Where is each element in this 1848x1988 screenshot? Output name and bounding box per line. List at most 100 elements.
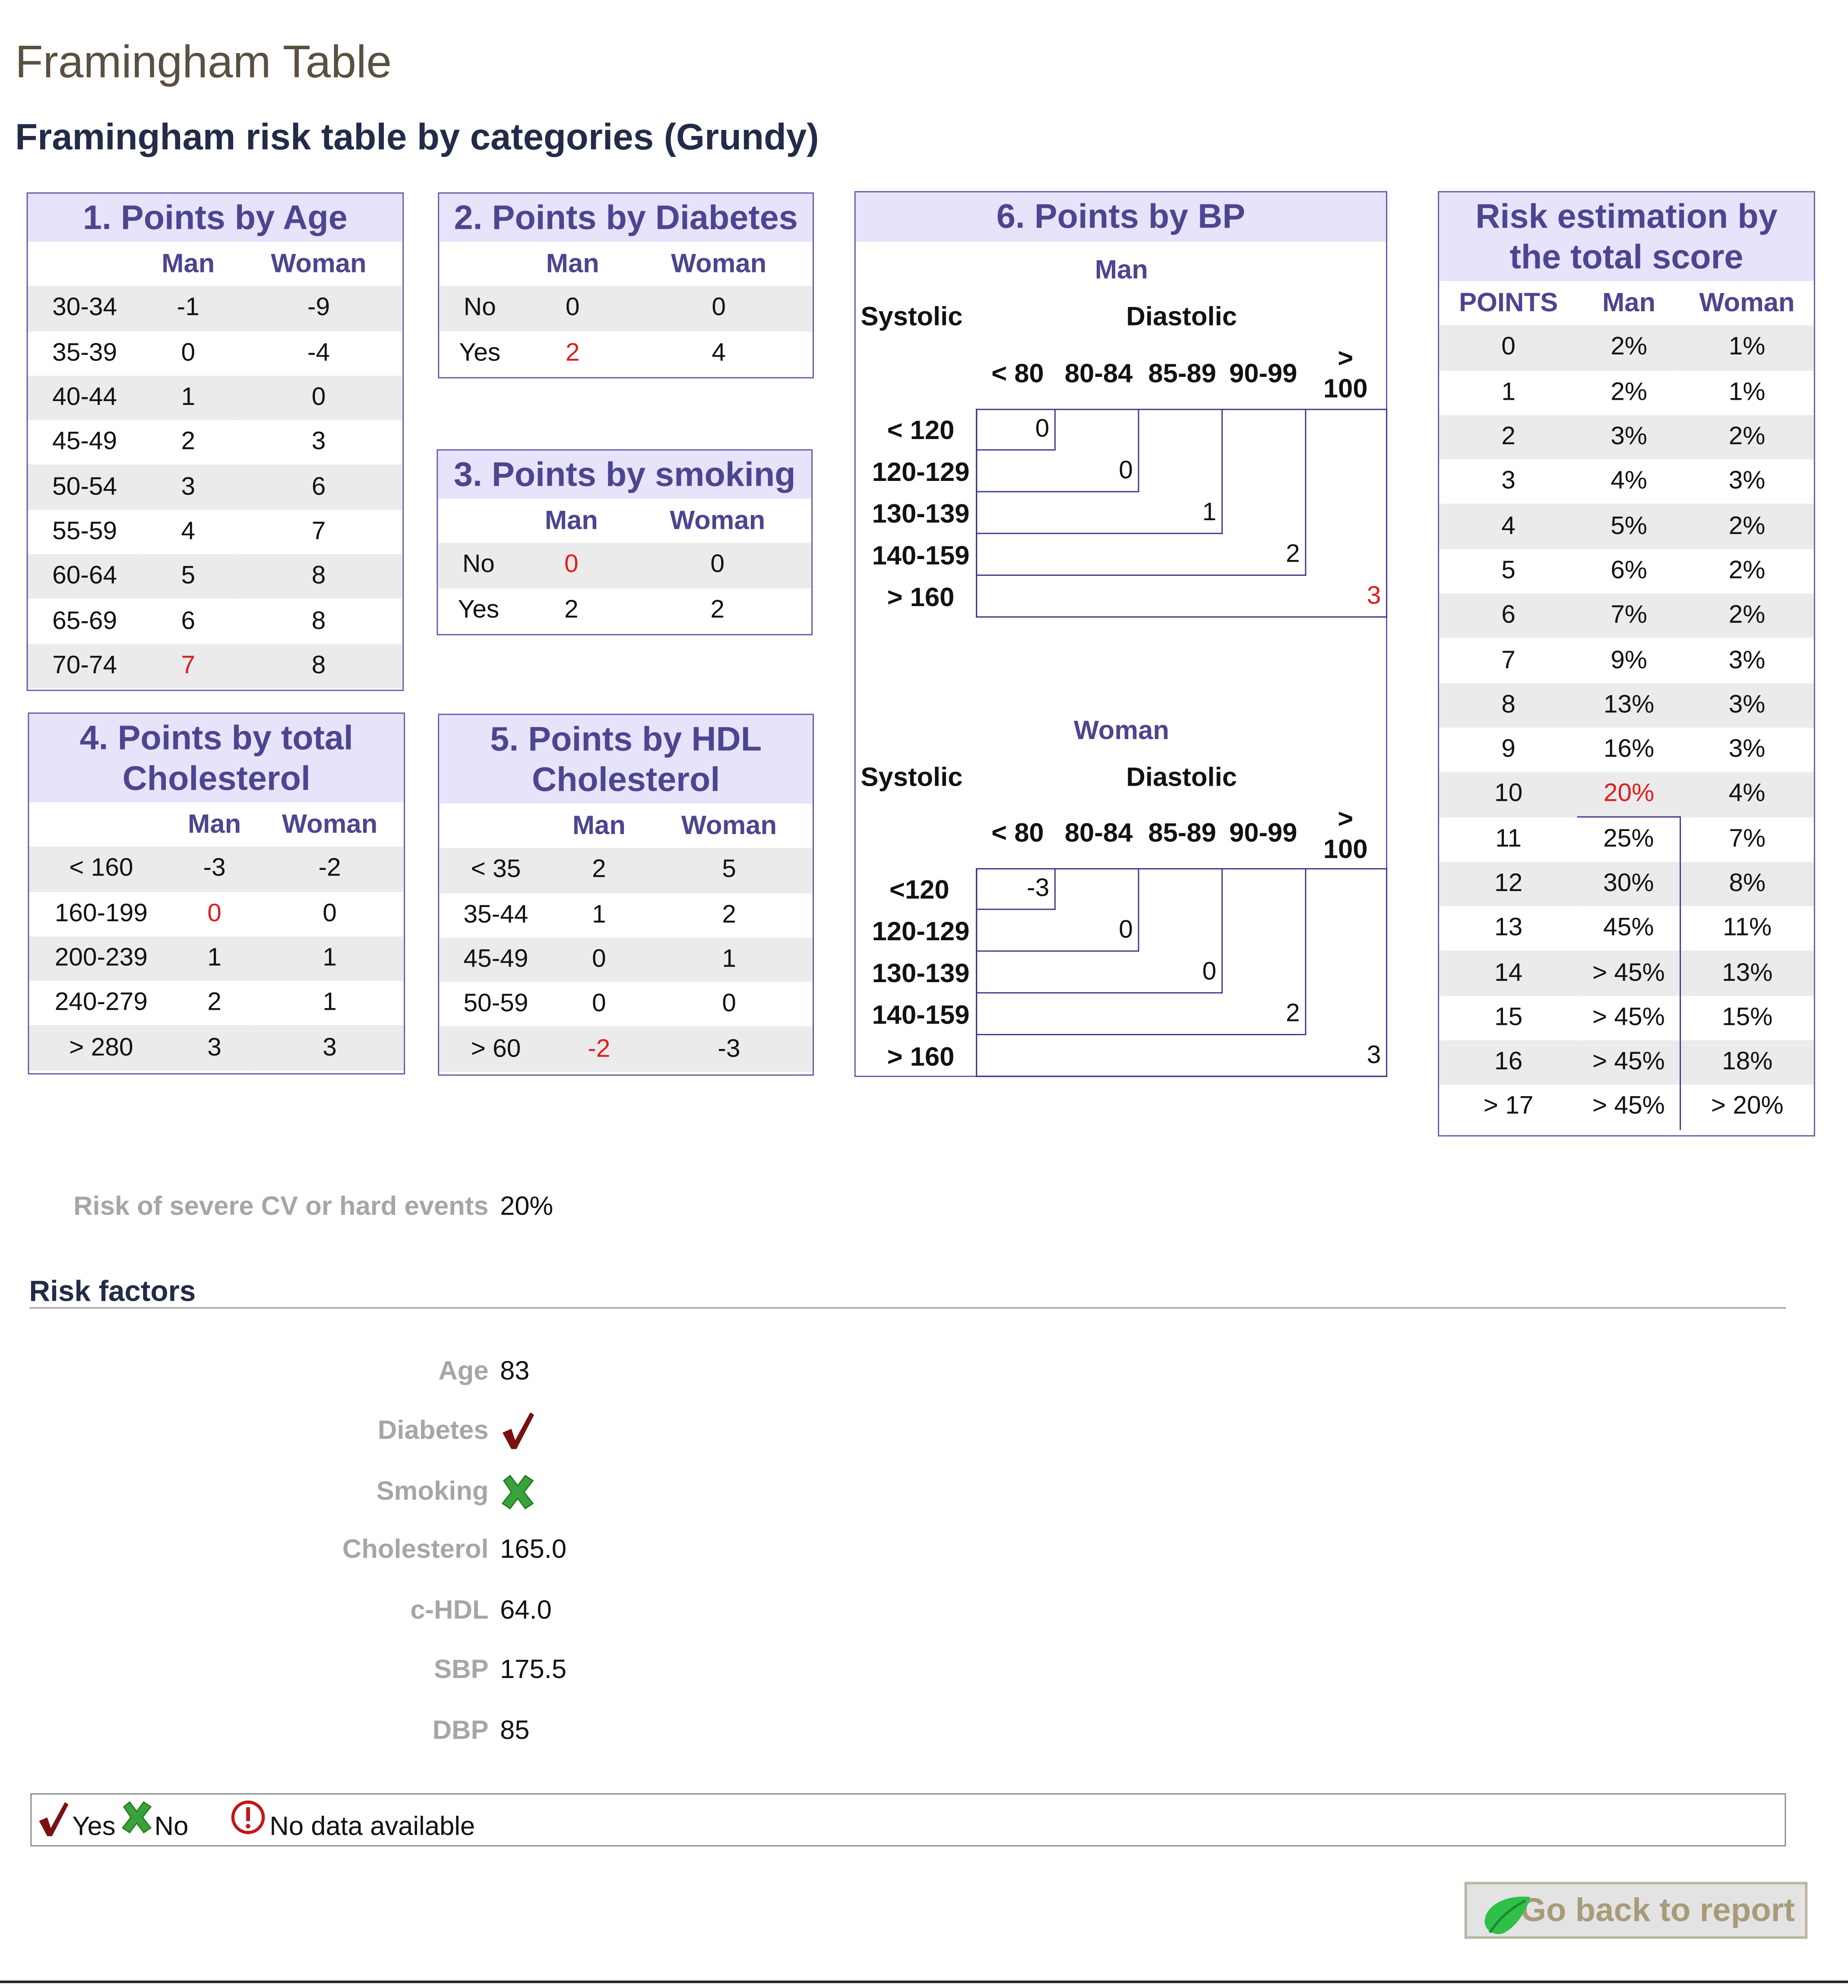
- table-row: 10 20% 4%: [1439, 772, 1814, 817]
- row-label: 45-49: [52, 428, 117, 456]
- risk-result-value: 20%: [500, 1192, 554, 1221]
- cell-man: 0: [552, 937, 646, 983]
- cell-woman: 3%: [1680, 683, 1814, 728]
- cell-woman: 3: [256, 1025, 404, 1071]
- cell-man-highlighted: 0: [519, 543, 624, 588]
- bp-col-header: 85-89: [1148, 819, 1216, 848]
- cell-woman: -4: [307, 338, 330, 367]
- factor-label: DBP: [432, 1716, 489, 1745]
- bp-cell-highlighted: 3: [976, 408, 1387, 618]
- table-row: 15 > 45% 15%: [1439, 996, 1814, 1040]
- col-man: Man: [161, 249, 215, 278]
- table-row: 5 6% 2%: [1439, 549, 1814, 594]
- table-row: 160-199 0 0: [29, 892, 404, 936]
- cell-man: 2: [564, 595, 579, 624]
- table-row: > 280 3 3: [29, 1025, 404, 1071]
- table-row: 1 2% 1%: [1439, 370, 1814, 415]
- table-row: 6 7% 2%: [1439, 594, 1814, 638]
- col-woman: Woman: [681, 811, 777, 840]
- cell-woman: 7%: [1729, 825, 1766, 853]
- row-label: 65-69: [52, 607, 117, 635]
- row-label: Yes: [459, 338, 501, 367]
- table-row: 2 3% 2%: [1439, 415, 1814, 460]
- table-row: 65-69 6 8: [28, 599, 402, 644]
- cell-points: 1: [1501, 378, 1516, 406]
- checkmark-icon: [37, 1800, 70, 1838]
- factor-value-cholesterol: 165.0: [500, 1535, 567, 1564]
- row-label: < 160: [29, 847, 174, 892]
- row-label: < 35: [439, 848, 553, 893]
- row-label: > 280: [29, 1025, 174, 1071]
- cell-man: -1: [141, 286, 235, 331]
- cell-woman: 4%: [1680, 772, 1814, 817]
- cell-woman: 3%: [1728, 735, 1766, 764]
- cell-points: > 17: [1483, 1093, 1534, 1121]
- bp-cell: 3: [976, 868, 1387, 1077]
- cell-woman: -9: [234, 286, 403, 331]
- factor-label: SBP: [434, 1655, 489, 1685]
- go-back-button[interactable]: Go back to report: [1464, 1882, 1808, 1939]
- cell-woman: > 20%: [1711, 1093, 1784, 1121]
- cholesterol-panel-title: 4. Points by total Cholesterol: [29, 714, 404, 803]
- table-row: 70-74 7 8: [28, 644, 403, 689]
- diabetes-table: Man Woman No 0 0 Yes 2 4: [439, 242, 813, 376]
- row-label: No: [438, 543, 519, 588]
- table-row: 9 16% 3%: [1439, 728, 1814, 772]
- legend-na: No data available: [269, 1812, 475, 1842]
- factor-value-sbp: 175.5: [500, 1655, 567, 1685]
- age-table: Man Woman 30-34 -1 -9 35-39 0 -4 40-44 1 0 45-4…: [28, 242, 403, 689]
- cholesterol-table: Man Woman < 160 -3 -2 160-199 0 0 200-239 1 1 2…: [29, 803, 404, 1071]
- bp-row-label: > 160: [887, 583, 955, 613]
- cell-points: 10: [1439, 772, 1578, 817]
- factor-label: Diabetes: [377, 1416, 489, 1445]
- cell-woman: 13%: [1680, 951, 1814, 996]
- cell-woman: 18%: [1680, 1040, 1814, 1085]
- legend: Yes No No data available: [30, 1793, 1786, 1847]
- row-label: 50-59: [463, 990, 528, 1018]
- col-woman: Woman: [282, 809, 378, 839]
- title-line: Cholesterol: [532, 760, 720, 799]
- cell-man: 6: [181, 607, 196, 635]
- cell-points: 9: [1501, 735, 1516, 764]
- table-row: 60-64 5 8: [28, 554, 403, 599]
- table-row: No 0 0: [438, 543, 812, 588]
- warning-icon: [231, 1800, 266, 1835]
- page-title: Framingham Table: [15, 35, 392, 88]
- table-row: 16 > 45% 18%: [1439, 1040, 1814, 1085]
- cell-man: 2%: [1611, 378, 1647, 406]
- cell-woman: 1: [256, 936, 404, 981]
- title-line: 4. Points by total: [79, 719, 353, 757]
- bp-row-label: 130-139: [872, 959, 970, 989]
- factor-value-dbp: 85: [500, 1716, 530, 1745]
- bp-diastolic-label: Diastolic: [1126, 302, 1237, 332]
- cell-woman: 2%: [1680, 415, 1814, 460]
- cell-woman: 3: [311, 428, 326, 456]
- cell-man-highlighted: -2: [552, 1027, 646, 1072]
- cell-woman: 2: [710, 595, 725, 624]
- bp-col-header: 100: [1323, 374, 1368, 404]
- cell-man-highlighted: 0: [207, 899, 222, 928]
- checkmark-icon: [500, 1410, 535, 1451]
- cell-man: > 45%: [1578, 1040, 1681, 1085]
- cell-points: 5: [1501, 556, 1516, 585]
- smoking-table: Man Woman No 0 0 Yes 2 2: [438, 499, 812, 632]
- cell-man: 2: [207, 989, 222, 1017]
- cell-man: 0: [592, 990, 606, 1018]
- cell-man: > 45%: [1578, 1085, 1681, 1130]
- table-row: 50-54 3 6: [28, 465, 403, 510]
- cell-points: 11: [1495, 825, 1522, 853]
- cell-woman: 2%: [1728, 556, 1766, 585]
- cell-woman: 15%: [1722, 1003, 1773, 1031]
- col-woman: Woman: [671, 249, 767, 278]
- cell-points: 4: [1439, 504, 1578, 549]
- cell-man: > 45%: [1578, 996, 1681, 1040]
- cell-man-highlighted: 2: [565, 338, 580, 367]
- table-row: 13 45% 11%: [1439, 906, 1814, 951]
- row-label: > 60: [439, 1027, 553, 1072]
- table-row: 35-44 1 2: [439, 893, 813, 937]
- divider: [29, 1307, 1786, 1309]
- bp-woman-label: Woman: [1073, 716, 1169, 746]
- row-label: 55-59: [52, 517, 117, 546]
- bp-col-header: 90-99: [1229, 819, 1297, 848]
- table-row: 0 2% 1%: [1439, 326, 1814, 370]
